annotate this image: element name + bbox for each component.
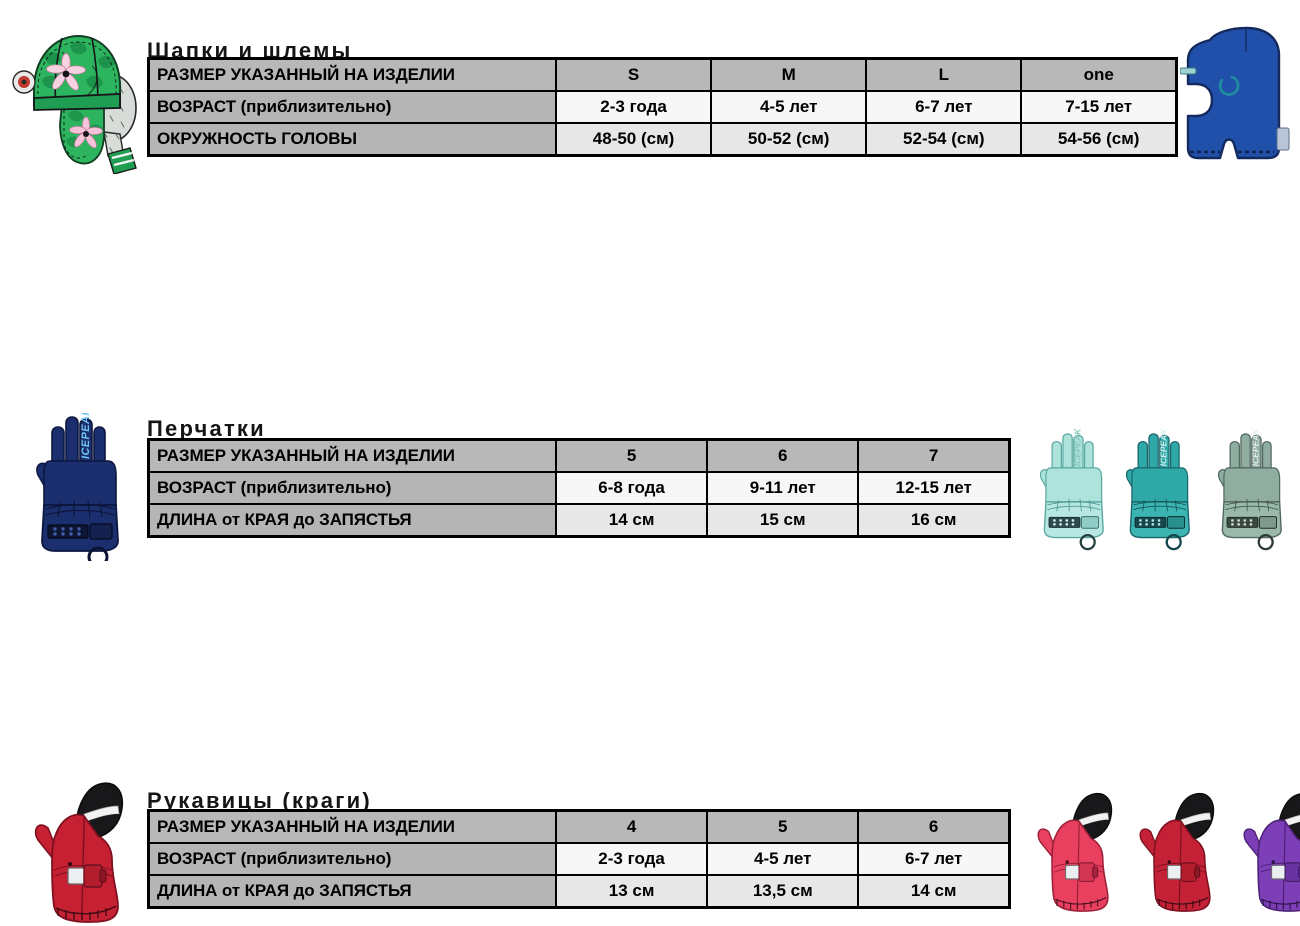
size-value: 6: [706, 438, 860, 473]
section-mittens: Рукавицы (краги) РАЗМЕР УКАЗАННЫЙ НА ИЗД…: [0, 380, 1300, 923]
table-row: РАЗМЕР УКАЗАННЫЙ НА ИЗДЕЛИИ S M L one: [147, 57, 1178, 92]
measure-value: 48-50 (см): [554, 122, 713, 157]
glove-brand-label: ICEPEAK: [1159, 428, 1169, 467]
table-row: ВОЗРАСТ (приблизительно) 6-8 года 9-11 л…: [147, 471, 1011, 505]
size-value: 7: [857, 438, 1011, 473]
table-row: ДЛИНА от КРАЯ до ЗАПЯСТЬЯ 13 см 13,5 см …: [147, 874, 1011, 909]
measure-value: 14 см: [857, 874, 1011, 909]
age-value: 6-8 года: [554, 471, 709, 505]
size-value: 4: [554, 809, 709, 844]
size-value: L: [865, 57, 1023, 92]
hood-blue-balaclava-image: [1180, 26, 1290, 160]
row-label-size: РАЗМЕР УКАЗАННЫЙ НА ИЗДЕЛИИ: [147, 57, 557, 92]
measure-value: 13 см: [554, 874, 709, 909]
hat-badge-icon: [12, 70, 36, 94]
age-value: 6-7 лет: [865, 90, 1023, 124]
age-value: 12-15 лет: [857, 471, 1011, 505]
table-row: ВОЗРАСТ (приблизительно) 2-3 года 4-5 ле…: [147, 842, 1011, 876]
size-value: one: [1020, 57, 1178, 92]
size-table-mittens: РАЗМЕР УКАЗАННЫЙ НА ИЗДЕЛИИ 4 5 6 ВОЗРАС…: [147, 809, 1011, 909]
measure-value: 50-52 (см): [710, 122, 868, 157]
row-label-measure: ОКРУЖНОСТЬ ГОЛОВЫ: [147, 122, 557, 157]
size-value: 5: [706, 809, 860, 844]
row-label-size: РАЗМЕР УКАЗАННЫЙ НА ИЗДЕЛИИ: [147, 809, 557, 844]
row-label-age: ВОЗРАСТ (приблизительно): [147, 90, 557, 124]
age-value: 7-15 лет: [1020, 90, 1178, 124]
measure-value: 54-56 (см): [1020, 122, 1178, 157]
row-label-age: ВОЗРАСТ (приблизительно): [147, 842, 557, 876]
glove-brand-label: ICEPEAK: [1073, 428, 1083, 467]
size-value: M: [710, 57, 868, 92]
size-value: 5: [554, 438, 709, 473]
table-row: ДЛИНА от КРАЯ до ЗАПЯСТЬЯ 14 см 15 см 16…: [147, 503, 1011, 538]
section-hats: Шапки и шлемы РАЗМЕР УКАЗАННЫЙ НА ИЗДЕЛИ…: [0, 0, 1300, 200]
table-row: РАЗМЕР УКАЗАННЫЙ НА ИЗДЕЛИИ 4 5 6: [147, 809, 1011, 844]
mitten-red-image: [34, 782, 124, 923]
measure-value: 16 см: [857, 503, 1011, 538]
age-value: 2-3 года: [554, 842, 709, 876]
row-label-measure: ДЛИНА от КРАЯ до ЗАПЯСТЬЯ: [147, 874, 557, 909]
row-label-size: РАЗМЕР УКАЗАННЫЙ НА ИЗДЕЛИИ: [147, 438, 557, 473]
glove-brand-label: ICEPEAK: [80, 413, 92, 459]
measure-value: 15 см: [706, 503, 860, 538]
size-value: S: [554, 57, 713, 92]
glove-navy-image: ICEPEAK: [36, 413, 119, 561]
measure-value: 13,5 см: [706, 874, 860, 909]
age-value: 2-3 года: [554, 90, 713, 124]
mitten-crimson-image: [1139, 792, 1215, 912]
glove-sage-image: ICEPEAK: [1217, 428, 1282, 551]
measure-value: 52-54 (см): [865, 122, 1023, 157]
glove-brand-label: ICEPEAK: [1251, 428, 1261, 467]
hat-green-trapper-image: [12, 34, 137, 174]
glove-teal-image: ICEPEAK: [1125, 428, 1190, 551]
size-table-hats: РАЗМЕР УКАЗАННЫЙ НА ИЗДЕЛИИ S M L one ВО…: [147, 57, 1178, 157]
section-heading-gloves: Перчатки: [147, 416, 266, 442]
age-value: 9-11 лет: [706, 471, 860, 505]
table-row: РАЗМЕР УКАЗАННЫЙ НА ИЗДЕЛИИ 5 6 7: [147, 438, 1011, 473]
measure-value: 14 см: [554, 503, 709, 538]
mitten-purple-image: [1243, 793, 1300, 912]
age-value: 6-7 лет: [857, 842, 1011, 876]
section-gloves: ICEPEAK: [0, 195, 1300, 561]
table-row: ОКРУЖНОСТЬ ГОЛОВЫ 48-50 (см) 50-52 (см) …: [147, 122, 1178, 157]
age-value: 4-5 лет: [706, 842, 860, 876]
row-label-measure: ДЛИНА от КРАЯ до ЗАПЯСТЬЯ: [147, 503, 557, 538]
row-label-age: ВОЗРАСТ (приблизительно): [147, 471, 557, 505]
size-table-gloves: РАЗМЕР УКАЗАННЫЙ НА ИЗДЕЛИИ 5 6 7 ВОЗРАС…: [147, 438, 1011, 538]
glove-mint-image: ICEPEAK: [1039, 428, 1104, 551]
mitten-pink-image: [1037, 792, 1113, 912]
table-row: ВОЗРАСТ (приблизительно) 2-3 года 4-5 ле…: [147, 90, 1178, 124]
age-value: 4-5 лет: [710, 90, 868, 124]
size-value: 6: [857, 809, 1011, 844]
